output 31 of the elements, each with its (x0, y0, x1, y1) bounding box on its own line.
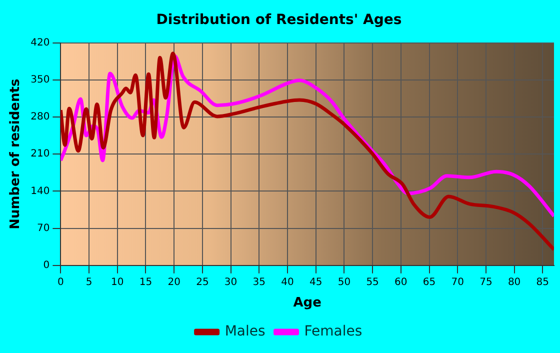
line-series (60, 52, 554, 252)
x-tick-label: 60 (394, 276, 408, 288)
x-tick-label: 75 (480, 276, 492, 288)
y-axis-title: Number of residents (8, 78, 24, 230)
x-tick-label: 55 (366, 276, 379, 288)
x-tick-label: 15 (139, 276, 152, 288)
x-tick-label: 50 (338, 276, 351, 288)
y-tick-label: 280 (30, 112, 50, 123)
x-tick-label: 65 (422, 276, 436, 288)
legend-label: Males (224, 324, 266, 340)
x-tick-label: 25 (196, 276, 209, 288)
x-tick-label: 80 (508, 276, 521, 288)
x-axis-title: Age (293, 296, 322, 311)
x-tick-label: 0 (58, 276, 64, 288)
y-tick-label: 420 (30, 37, 50, 48)
legend-label: Females (304, 324, 362, 340)
x-tick-label: 20 (168, 276, 180, 288)
x-tick-label: 40 (281, 276, 294, 288)
x-tick-label: 85 (536, 276, 550, 288)
y-tick-label: 0 (43, 260, 50, 271)
y-tick-label: 140 (30, 186, 50, 197)
x-tick-label: 45 (309, 276, 322, 288)
x-tick-label: 70 (451, 276, 464, 288)
x-tick-label: 30 (224, 276, 238, 288)
y-tick-label: 210 (30, 148, 50, 160)
y-tick-label: 350 (30, 74, 50, 86)
x-tick-label: 10 (111, 276, 124, 288)
x-tick-label: 35 (252, 276, 266, 288)
y-tick-label: 70 (36, 222, 50, 234)
x-tick-label: 5 (86, 276, 92, 288)
chart-title: Distribution of Residents' Ages (156, 12, 402, 28)
